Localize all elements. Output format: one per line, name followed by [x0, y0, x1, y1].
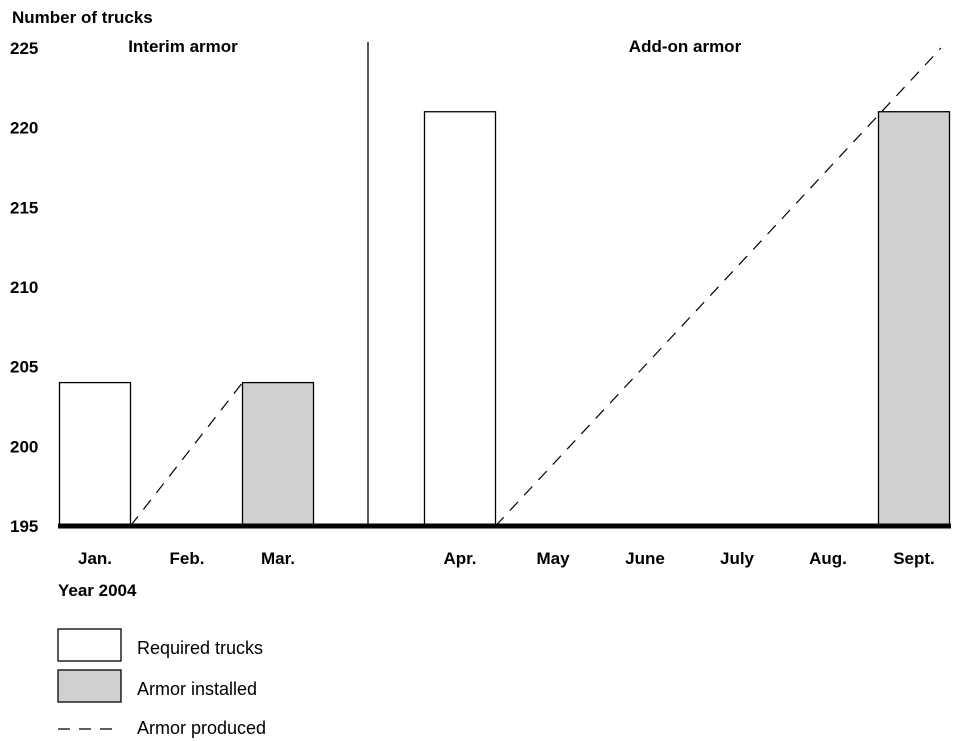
armor-produced-segment-2 [495, 47, 942, 527]
x-axis-ticks: Jan. Feb. Mar. Apr. May June July Aug. Sept. [78, 549, 935, 568]
x-tick-label-june: June [625, 549, 665, 568]
legend-swatch-installed [57, 669, 122, 703]
armor-produced-segment-1 [130, 382, 243, 527]
bar-required-trucks-jan [58, 381, 132, 527]
section-labels: Interim armor Add-on armor [128, 37, 741, 56]
y-axis-title: Number of trucks [12, 8, 153, 27]
bar-required-trucks-apr [423, 111, 497, 527]
y-tick-label-210: 210 [10, 278, 38, 297]
x-tick-label-mar: Mar. [261, 549, 295, 568]
x-tick-label-apr: Apr. [443, 549, 476, 568]
legend-label-required: Required trucks [137, 638, 263, 658]
section-label-add-on-armor: Add-on armor [629, 37, 742, 56]
x-tick-label-jan: Jan. [78, 549, 112, 568]
legend-swatch-required [57, 628, 122, 662]
y-tick-label-220: 220 [10, 119, 38, 138]
legend-label-installed: Armor installed [137, 679, 257, 699]
y-tick-label-215: 215 [10, 198, 38, 217]
legend-label-produced: Armor produced [137, 718, 266, 738]
y-axis-ticks: 195 200 205 210 215 220 225 [10, 39, 38, 536]
y-tick-label-225: 225 [10, 39, 38, 58]
bar-armor-installed-mar [241, 381, 315, 527]
bar-armor-installed-sept [877, 111, 951, 527]
x-axis-title: Year 2004 [58, 581, 137, 600]
y-tick-label-200: 200 [10, 437, 38, 456]
x-tick-label-sept: Sept. [893, 549, 935, 568]
x-tick-label-feb: Feb. [170, 549, 205, 568]
legend: Required trucks Armor installed Armor pr… [57, 628, 266, 738]
x-tick-label-may: May [536, 549, 570, 568]
y-tick-label-205: 205 [10, 358, 38, 377]
section-label-interim-armor: Interim armor [128, 37, 238, 56]
x-tick-label-aug: Aug. [809, 549, 847, 568]
armor-produced-lines [130, 47, 942, 527]
bars [58, 111, 951, 527]
y-tick-label-195: 195 [10, 517, 38, 536]
x-tick-label-july: July [720, 549, 755, 568]
